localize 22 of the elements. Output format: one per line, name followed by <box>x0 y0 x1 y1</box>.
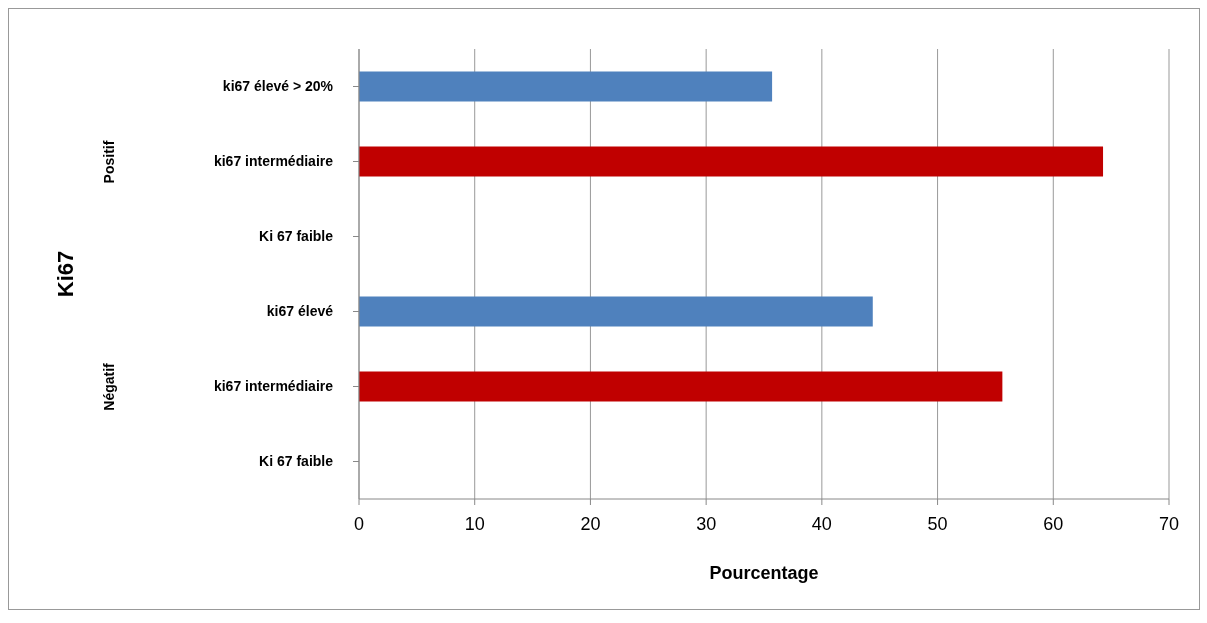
x-tick-label: 50 <box>927 513 948 534</box>
bar <box>359 71 773 102</box>
text: Positif <box>101 140 117 183</box>
x-tick-label: 30 <box>696 513 717 534</box>
x-tick-label: 70 <box>1158 513 1180 534</box>
y-tick-label: Ki 67 faible <box>259 228 334 245</box>
y-tick-label: ki67 intermédiaire <box>213 378 334 395</box>
x-tick-label: 60 <box>1043 513 1064 534</box>
y-tick-label: ki67 élevé <box>266 303 334 320</box>
y-tick-label: ki67 intermédiaire <box>213 153 334 170</box>
text: Ki67 <box>53 250 79 298</box>
x-tick-label: 40 <box>811 513 832 534</box>
x-tick-label: 10 <box>464 513 485 534</box>
y-tick-label: Ki 67 faible <box>259 453 334 470</box>
bar <box>359 296 873 327</box>
x-tick-label: 0 <box>353 513 365 534</box>
bar <box>359 146 1104 177</box>
x-axis-title: Pourcentage <box>709 563 819 583</box>
y-tick-label: ki67 élevé > 20% <box>222 78 334 95</box>
text: Négatif <box>101 362 117 411</box>
x-tick-label: 20 <box>580 513 601 534</box>
bar <box>359 371 1003 402</box>
